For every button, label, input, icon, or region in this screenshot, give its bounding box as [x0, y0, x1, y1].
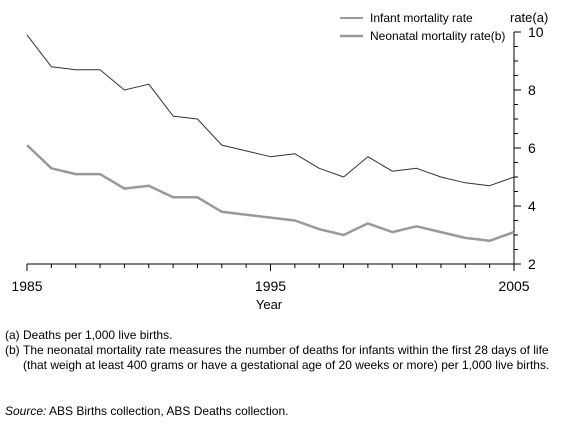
chart-axes: 1985 1995 2005 2 4 6 8 10: [11, 24, 543, 294]
source-label: Source:: [5, 404, 47, 418]
footnote-tag: (b): [5, 343, 20, 357]
source-note: Source: ABS Births collection, ABS Death…: [5, 404, 288, 419]
y-axis-title: rate(a): [510, 10, 548, 25]
chart-series: [26, 34, 515, 243]
y-tick-label: 8: [528, 82, 536, 98]
y-tick-label: 10: [528, 24, 544, 40]
footnote-tag: (a): [5, 328, 20, 342]
legend-label: Infant mortality rate: [370, 11, 473, 25]
series-line-infant: [26, 34, 515, 187]
source-text: ABS Births collection, ABS Deaths collec…: [46, 404, 289, 418]
x-axis-title: Year: [256, 297, 283, 312]
x-tick-label: 1995: [255, 278, 286, 294]
footnote-a: (a) Deaths per 1,000 live births.: [5, 328, 565, 343]
footnote-text: Deaths per 1,000 live births.: [23, 328, 173, 342]
line-chart: 1985 1995 2005 2 4 6 8 10 Infant mortality rate…: [11, 10, 548, 312]
footnote-b: (b) The neonatal mortality rate measures…: [5, 343, 565, 373]
footnotes: (a) Deaths per 1,000 live births. (b) Th…: [5, 328, 565, 373]
y-tick-label: 4: [528, 198, 536, 214]
x-tick-label: 2005: [498, 278, 529, 294]
chart-legend: Infant mortality rate Neonatal mortality …: [340, 11, 505, 43]
y-tick-label: 2: [528, 256, 536, 272]
x-tick-label: 1985: [11, 278, 42, 294]
legend-label: Neonatal mortality rate(b): [370, 29, 505, 43]
footnote-text: The neonatal mortality rate measures the…: [23, 343, 550, 372]
y-tick-label: 6: [528, 140, 536, 156]
series-line-neonatal: [26, 144, 515, 243]
